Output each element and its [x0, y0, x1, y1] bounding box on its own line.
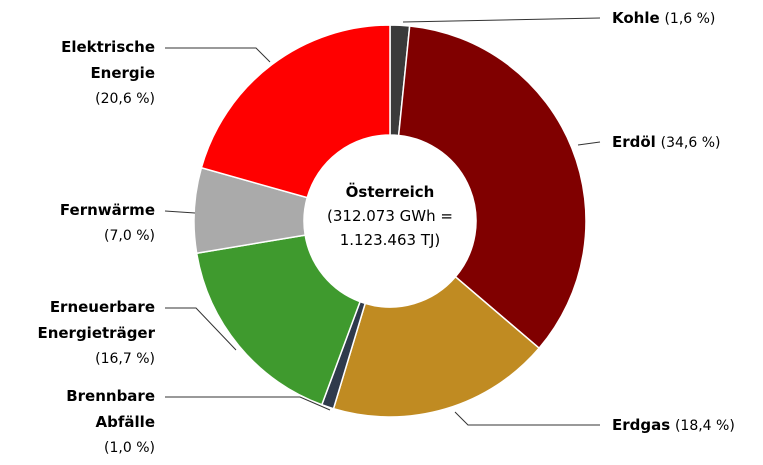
- slice: [200, 24, 391, 199]
- category-name: Fernwärme: [59, 201, 155, 219]
- leader-line: [577, 141, 601, 146]
- chart-subtitle: (312.073 GWh = 1.123.463 TJ): [327, 207, 453, 249]
- leader-line: [165, 307, 237, 351]
- leader-line: [402, 17, 601, 23]
- chart-title: Österreich: [345, 183, 435, 201]
- slice: [195, 234, 362, 406]
- category-name: Kohle: [612, 9, 660, 27]
- slice-label: Erdöl (34,6 %): [612, 129, 720, 156]
- center-label: Österreich (312.073 GWh = 1.123.463 TJ): [310, 180, 470, 252]
- value-label: (20,6 %): [95, 91, 155, 107]
- category-name: Erneuerbare Energieträger: [37, 298, 155, 342]
- category-name: Erdöl: [612, 133, 656, 151]
- slice: [332, 275, 541, 418]
- slice-label: Erdgas (18,4 %): [612, 412, 735, 439]
- slice-label: Erneuerbare Energieträger (16,7 %): [5, 294, 155, 372]
- value-label: (18,4 %): [674, 418, 735, 434]
- category-name: Brennbare Abfälle: [66, 387, 155, 431]
- value-label: (1,0 %): [104, 440, 155, 456]
- slice-label: Brennbare Abfälle (1,0 %): [45, 383, 155, 461]
- slice-label: Kohle (1,6 %): [612, 5, 715, 32]
- slice: [397, 25, 587, 350]
- leader-line: [165, 47, 271, 63]
- leader-line: [164, 210, 196, 214]
- leader-line: [454, 411, 600, 426]
- value-label: (1,6 %): [664, 11, 716, 27]
- category-name: Erdgas: [612, 416, 671, 434]
- slice-label: Fernwärme (7,0 %): [5, 197, 155, 249]
- value-label: (34,6 %): [660, 135, 721, 151]
- slice-label: Elektrische Energie (20,6 %): [25, 34, 155, 112]
- value-label: (16,7 %): [95, 351, 155, 367]
- value-label: (7,0 %): [104, 228, 155, 244]
- category-name: Elektrische Energie: [61, 38, 155, 82]
- leader-line: [165, 396, 331, 411]
